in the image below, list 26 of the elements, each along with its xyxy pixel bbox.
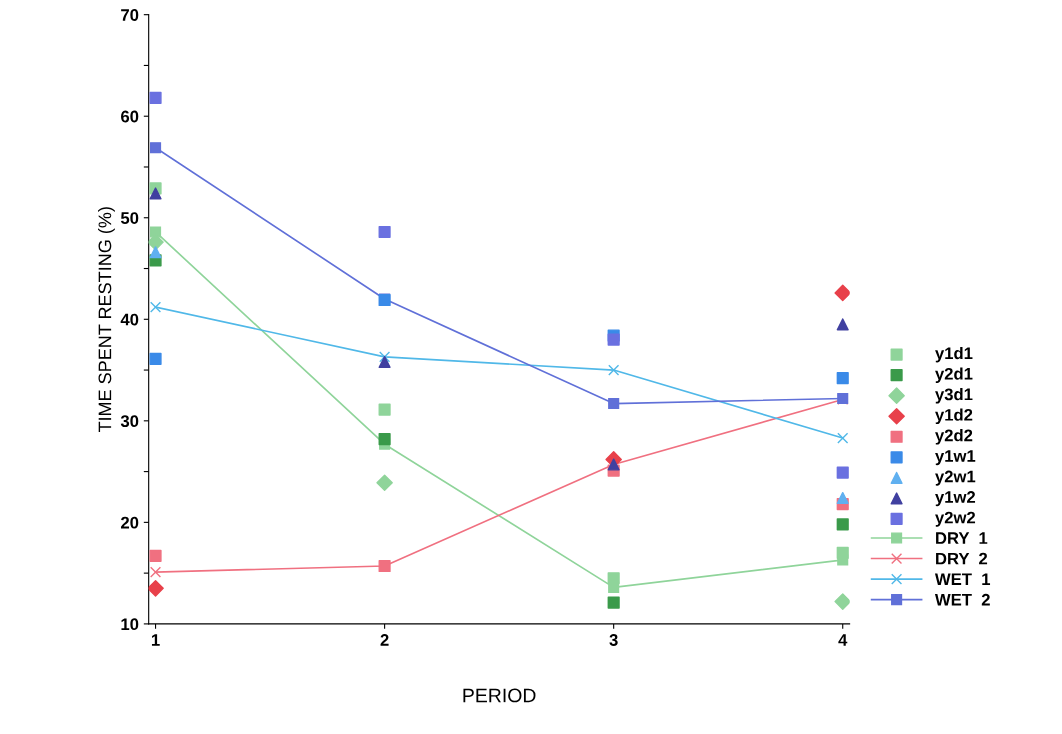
y-tick-label: 60: [121, 110, 139, 123]
legend-label: y2w2: [935, 511, 976, 527]
x-tick-label: 2: [380, 634, 389, 646]
y-tick-label: 40: [120, 313, 139, 326]
x-tick-label: 4: [838, 634, 848, 646]
legend-label: DRY 1: [936, 532, 988, 544]
x-tick-label: 1: [151, 634, 160, 646]
legend-label: y1d1: [935, 346, 973, 363]
legend-label: y2w1: [935, 470, 976, 486]
y-tick-label: 50: [120, 212, 139, 224]
y-tick-label: 10: [121, 618, 139, 631]
legend-label: y2d2: [935, 429, 973, 445]
y-tick-label: 30: [120, 415, 139, 428]
legend-label: y1w2: [935, 491, 976, 507]
y-tick-label: 20: [121, 516, 139, 529]
legend-label: WET 2: [934, 593, 990, 606]
legend-label: y3d1: [935, 388, 973, 404]
legend-label: y2d1: [935, 367, 973, 383]
y-tick-label: 70: [121, 9, 139, 21]
x-axis-title: PERIOD: [463, 688, 536, 703]
legend-label: DRY 2: [936, 552, 988, 565]
x-tick-label: 3: [609, 634, 618, 646]
legend-label: y1d2: [935, 408, 973, 425]
legend-label: y1w1: [935, 450, 976, 466]
legend-label: WET 1: [934, 573, 991, 585]
y-axis-title: TIME SPENT RESTING (%): [98, 207, 115, 433]
